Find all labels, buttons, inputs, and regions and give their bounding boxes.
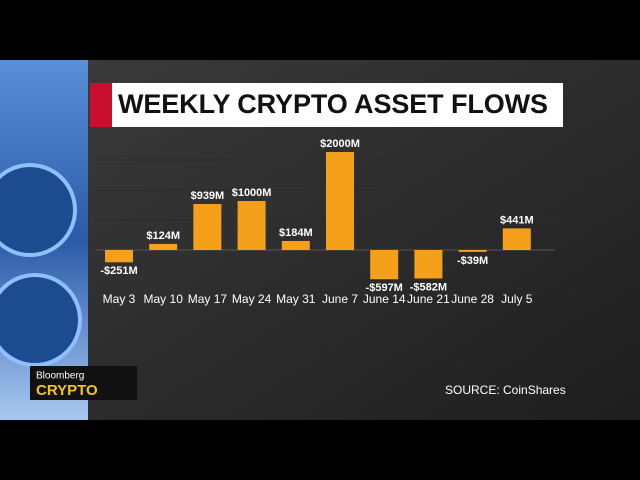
x-tick-label: May 31 — [276, 292, 316, 306]
value-label: $2000M — [320, 138, 360, 150]
x-tick-label: July 5 — [501, 292, 533, 306]
brand-network: Bloomberg — [36, 371, 84, 382]
title-accent — [90, 83, 112, 127]
chart-title: WEEKLY CRYPTO ASSET FLOWS — [118, 89, 548, 119]
value-label: $184M — [279, 227, 313, 239]
brand-box — [30, 366, 137, 400]
bar — [281, 240, 310, 250]
value-label: -$251M — [100, 265, 137, 277]
x-tick-label: May 3 — [103, 292, 136, 306]
value-label: $124M — [146, 230, 180, 242]
x-tick-label: June 28 — [451, 292, 494, 306]
bar — [326, 152, 354, 250]
source: SOURCE: CoinShares — [445, 383, 566, 397]
x-tick-label: June 7 — [322, 292, 358, 306]
value-label: -$39M — [457, 255, 488, 267]
title-box — [112, 83, 563, 127]
bar — [105, 250, 133, 263]
coin-icon — [0, 163, 77, 257]
bar — [502, 228, 531, 250]
value-label: -$597M — [366, 282, 403, 294]
coin-icon — [0, 273, 82, 367]
bar — [370, 250, 399, 280]
plot: May 3 -$251M May 10 $124M May 17 $939M May 24 $… — [95, 138, 555, 306]
bar — [193, 203, 222, 250]
x-tick-label: May 17 — [188, 292, 228, 306]
value-label: $939M — [191, 190, 225, 202]
x-tick-label: June 21 — [407, 292, 450, 306]
bar — [149, 243, 178, 250]
value-label: $1000M — [232, 187, 272, 199]
bar — [458, 250, 487, 252]
brand-show: CRYPTO — [36, 382, 98, 399]
x-tick-label: June 14 — [363, 292, 406, 306]
bar — [414, 250, 443, 279]
x-tick-label: May 10 — [144, 292, 184, 306]
value-label: $441M — [500, 214, 534, 226]
value-label: -$582M — [410, 281, 447, 293]
x-tick-label: May 24 — [232, 292, 272, 306]
bar — [237, 201, 266, 250]
